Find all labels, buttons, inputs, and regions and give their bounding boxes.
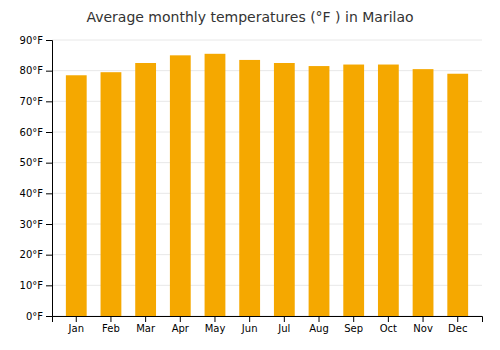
y-tick: 60°F	[20, 127, 52, 138]
grid	[52, 40, 482, 316]
y-tick: 30°F	[20, 219, 52, 230]
y-tick: 40°F	[20, 188, 52, 199]
y-tick-mark	[46, 193, 52, 194]
y-tick-mark	[46, 132, 52, 133]
x-tick-label: Sep	[344, 323, 363, 334]
y-axis: 0°F 10°F 20°F 30°F 40°F 50°F 60°F 70°F 80°F 90°F	[20, 35, 53, 322]
y-tick-label: 80°F	[20, 65, 44, 76]
x-tick-mark	[110, 316, 111, 322]
chart-container: 0°F 10°F 20°F 30°F 40°F 50°F 60°F 70°F 80°F 90°F J…	[0, 0, 500, 350]
y-tick: 0°F	[26, 311, 52, 322]
x-tick-label: Jul	[277, 323, 290, 334]
bar	[205, 54, 226, 316]
y-tick-label: 30°F	[20, 219, 44, 230]
x-tick-label: Feb	[102, 323, 120, 334]
x-tick: Mar	[136, 316, 156, 334]
x-tick-mark	[457, 316, 458, 322]
y-tick-mark	[46, 224, 52, 225]
bar	[413, 69, 434, 316]
x-tick: May	[205, 316, 226, 334]
x-tick-label: Dec	[448, 323, 467, 334]
x-tick: Sep	[344, 316, 363, 334]
y-tick: 50°F	[20, 157, 52, 168]
y-tick-mark	[46, 163, 52, 164]
x-tick-mark	[284, 316, 285, 322]
y-tick-label: 20°F	[20, 249, 44, 260]
bar	[239, 60, 260, 316]
x-tick-mark	[249, 316, 250, 322]
x-tick-mark	[145, 316, 146, 322]
x-tick-mark	[353, 316, 354, 322]
y-tick-label: 90°F	[20, 35, 44, 46]
y-tick-label: 10°F	[20, 280, 44, 291]
x-tick-mark	[319, 316, 320, 322]
x-tick: Aug	[309, 316, 329, 334]
y-tick: 10°F	[20, 280, 52, 291]
x-tick: Jan	[68, 316, 84, 334]
bar	[343, 65, 364, 316]
y-tick: 20°F	[20, 249, 52, 260]
x-tick-label: Apr	[172, 323, 190, 334]
x-tick: Jun	[241, 316, 258, 334]
x-tick-label: Jun	[241, 323, 258, 334]
bar	[135, 63, 156, 316]
x-tick: Dec	[448, 316, 467, 334]
bar	[101, 72, 122, 316]
x-tick-mark	[180, 316, 181, 322]
y-tick-label: 0°F	[26, 311, 43, 322]
x-tick-label: Aug	[309, 323, 329, 334]
x-tick-mark	[388, 316, 389, 322]
y-tick-mark	[46, 40, 52, 41]
y-tick-mark	[46, 285, 52, 286]
title: Average monthly temperatures (°F ) in Ma…	[86, 9, 413, 25]
x-tick: Feb	[102, 316, 120, 334]
x-tick-mark	[214, 316, 215, 322]
chart-svg: 0°F 10°F 20°F 30°F 40°F 50°F 60°F 70°F 80°F 90°F J…	[0, 0, 500, 350]
bar	[66, 75, 87, 316]
y-tick-label: 40°F	[20, 188, 44, 199]
grid-line	[52, 40, 482, 41]
y-tick-mark	[46, 101, 52, 102]
x-tick-label: Jan	[68, 323, 84, 334]
x-tick: Nov	[413, 316, 433, 334]
y-tick: 80°F	[20, 65, 52, 76]
y-tick-mark	[46, 71, 52, 72]
x-tick-label: May	[205, 323, 226, 334]
bar	[274, 63, 295, 316]
bar	[309, 66, 330, 316]
y-tick-mark	[46, 255, 52, 256]
y-tick-label: 50°F	[20, 157, 44, 168]
plot: 0°F 10°F 20°F 30°F 40°F 50°F 60°F 70°F 80°F 90°F J…	[20, 35, 483, 334]
x-tick-label: Oct	[380, 323, 397, 334]
x-tick: Apr	[172, 316, 190, 334]
x-tick-label: Nov	[413, 323, 433, 334]
x-tick-mark	[423, 316, 424, 322]
x-axis: Jan Feb Mar Apr May Jun Jul Aug Sep Oct Nov Dec	[53, 316, 483, 334]
x-tick-mark	[76, 316, 77, 322]
bar	[378, 65, 399, 316]
x-tick: Oct	[380, 316, 397, 334]
y-tick: 90°F	[20, 35, 52, 46]
y-tick: 70°F	[20, 96, 52, 107]
x-tick-label: Mar	[136, 323, 156, 334]
y-tick-label: 70°F	[20, 96, 44, 107]
bar	[170, 55, 191, 316]
y-tick-mark	[46, 316, 52, 317]
x-tick: Jul	[277, 316, 290, 334]
bars	[66, 54, 468, 316]
y-tick-label: 60°F	[20, 127, 44, 138]
bar	[447, 74, 468, 316]
y-axis-line	[46, 41, 53, 317]
x-axis-line	[53, 317, 483, 323]
